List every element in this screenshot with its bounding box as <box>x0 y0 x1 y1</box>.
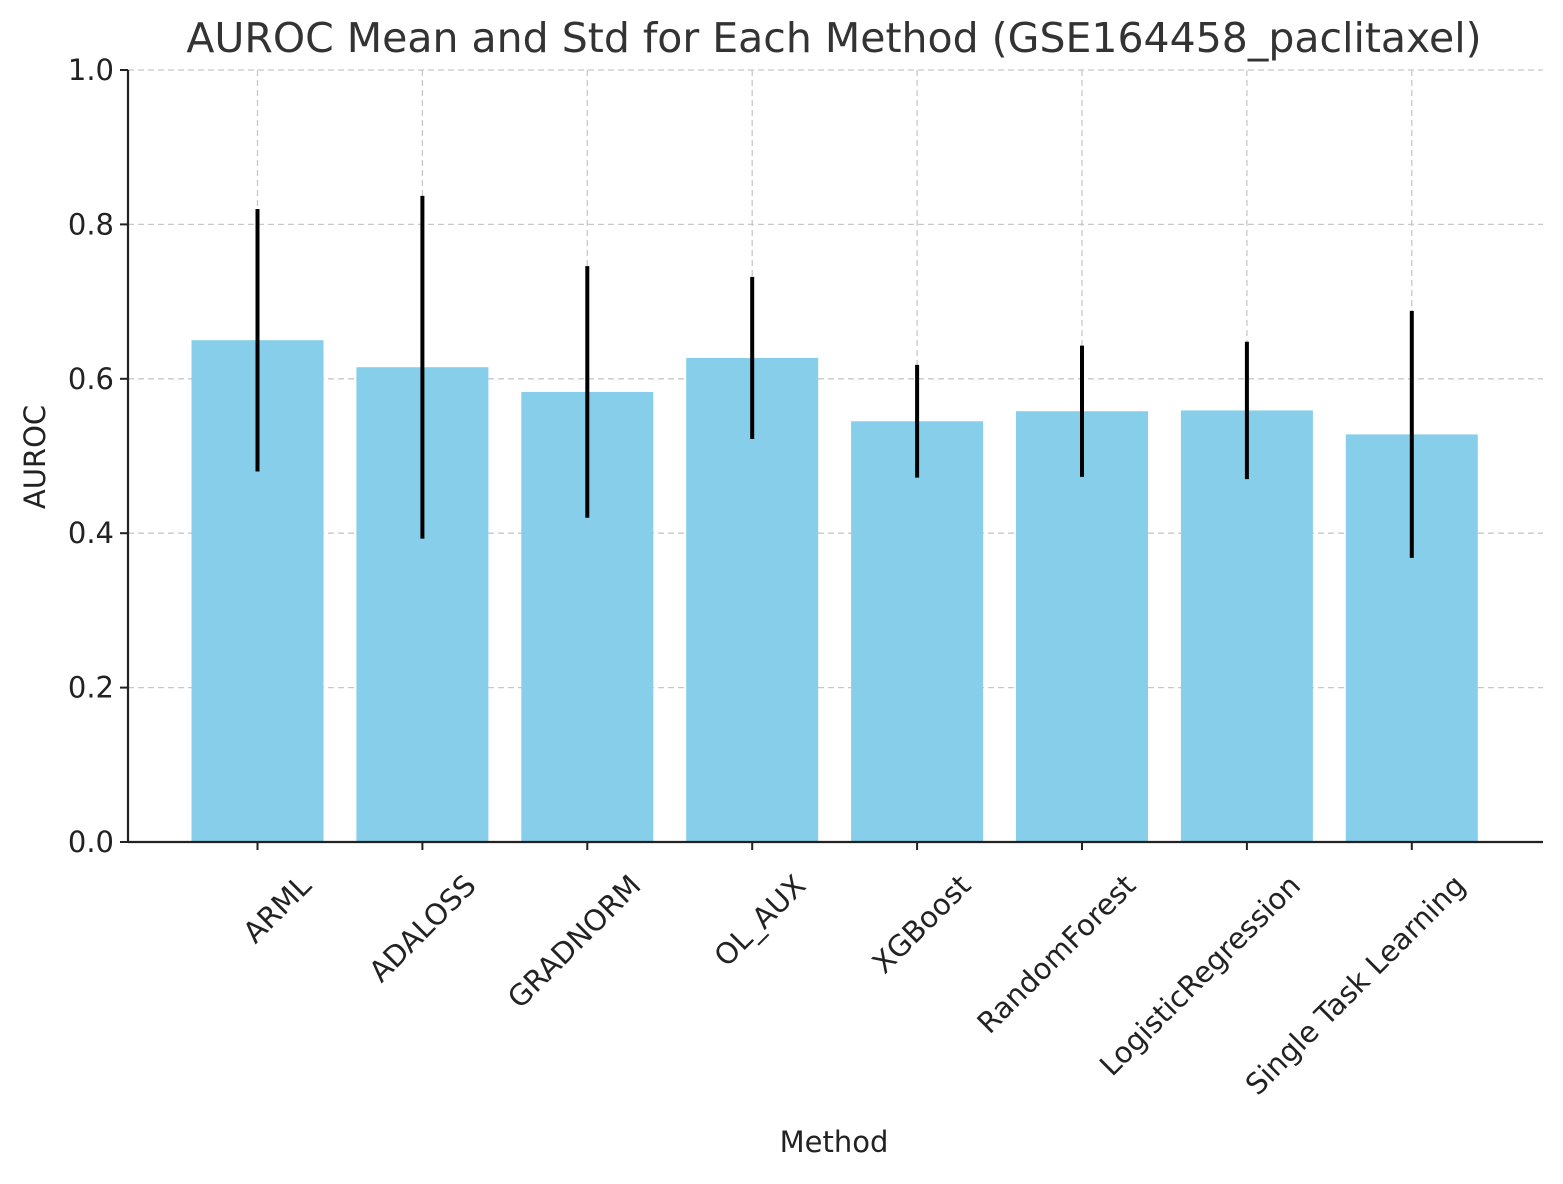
x-tick-label: GRADNORM <box>501 868 648 1015</box>
y-tick-label: 0.4 <box>68 516 114 550</box>
bars <box>191 340 1478 842</box>
x-tick-label: OL_AUX <box>707 868 812 973</box>
x-axis-label: Method <box>780 1125 889 1159</box>
grid-lines <box>128 69 1543 843</box>
error-bars <box>255 195 1414 558</box>
x-tick-label: XGBoost <box>865 868 977 980</box>
bar <box>1016 411 1148 842</box>
y-tick-label: 0.8 <box>68 207 114 241</box>
y-tick-label: 1.0 <box>68 53 114 87</box>
bar <box>1180 410 1313 842</box>
y-tick-label: 0.0 <box>68 825 114 859</box>
axes <box>120 69 1543 850</box>
x-tick-label: RandomForest <box>970 868 1142 1040</box>
y-tick-label: 0.6 <box>68 362 114 396</box>
bar <box>851 421 984 842</box>
y-tick-label: 0.2 <box>68 671 114 705</box>
y-axis-label: AUROC <box>18 405 52 509</box>
x-tick-label: ARML <box>236 868 317 949</box>
x-tick-label: ADALOSS <box>362 868 482 988</box>
chart-title: AUROC Mean and Std for Each Method (GSE1… <box>186 14 1481 62</box>
